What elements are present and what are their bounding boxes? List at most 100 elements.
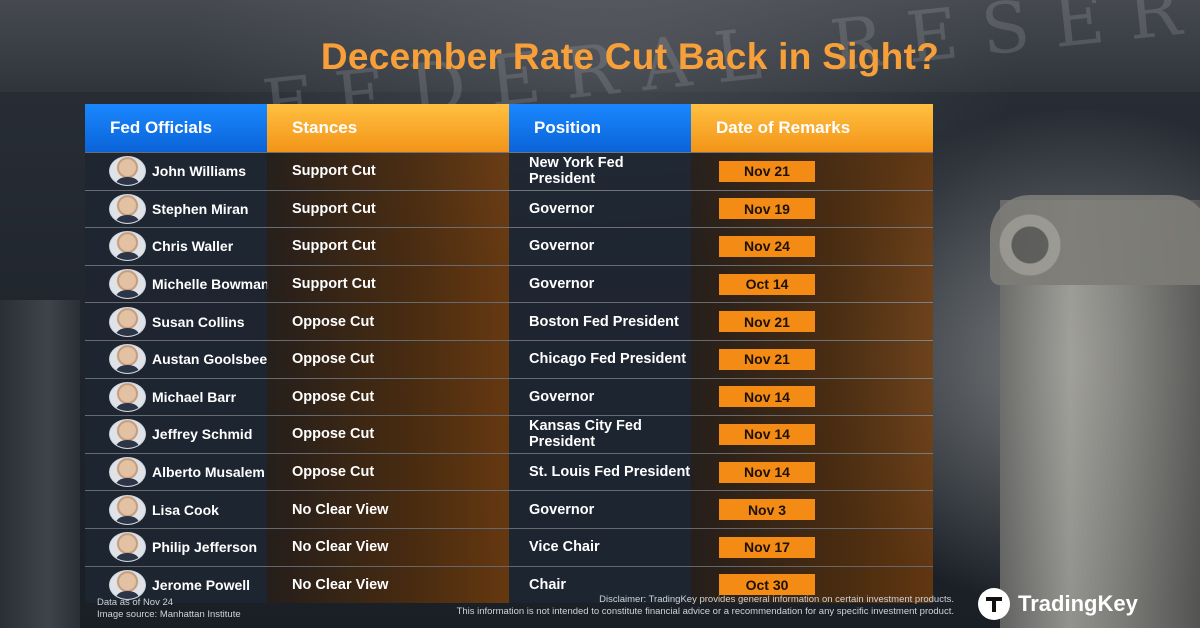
date-cell: Nov 14 [691, 416, 933, 453]
date-cell: Nov 21 [691, 340, 933, 378]
date-badge: Nov 14 [719, 386, 815, 408]
avatar [109, 306, 146, 337]
position-cell: Kansas City Fed President [509, 416, 691, 453]
official-name: Michelle Bowman [152, 276, 270, 293]
stance-cell: Support Cut [267, 153, 509, 190]
table-row: Michael Barr Oppose Cut Governor Nov 14 [85, 377, 933, 416]
stance-cell: Oppose Cut [267, 303, 509, 340]
date-cell: Nov 14 [691, 453, 933, 491]
official-cell: Jerome Powell [85, 566, 267, 604]
position-cell: Vice Chair [509, 528, 691, 566]
position-cell: New York Fed President [509, 153, 691, 190]
avatar [109, 269, 146, 300]
position-cell: Governor [509, 228, 691, 265]
official-cell: Michelle Bowman [85, 265, 270, 303]
position-cell: St. Louis Fed President [509, 453, 691, 491]
official-name: Susan Collins [152, 313, 245, 330]
official-cell: Philip Jefferson [85, 528, 267, 566]
official-name: Jerome Powell [152, 576, 251, 593]
date-cell: Nov 21 [691, 303, 933, 340]
position-cell: Chair [509, 566, 691, 604]
date-badge: Oct 14 [719, 273, 815, 295]
table-row: Chris Waller Support Cut Governor Nov 24 [85, 227, 933, 265]
page-title: December Rate Cut Back in Sight? [320, 36, 940, 77]
official-name: Michael Barr [152, 388, 237, 405]
official-cell: Susan Collins [85, 303, 267, 340]
table-row: Jerome Powell No Clear View Chair Oct 30 [85, 565, 933, 604]
date-cell: Oct 30 [691, 566, 933, 604]
official-name: Jeffrey Schmid [152, 426, 253, 443]
date-badge: Nov 14 [719, 461, 815, 483]
date-badge: Nov 19 [719, 198, 815, 220]
official-cell: Lisa Cook [85, 491, 267, 528]
background-frieze [0, 0, 1200, 92]
official-name: John Williams [152, 163, 247, 180]
avatar [109, 419, 146, 450]
position-cell: Governor [509, 378, 691, 416]
official-cell: Alberto Musalem [85, 453, 267, 491]
table-row: Jeffrey Schmid Oppose Cut Kansas City Fed … [85, 415, 933, 453]
table-header: Fed Officials Stances Position Date of R… [85, 104, 933, 152]
table-row: John Williams Support Cut New York Fed Pre… [85, 152, 933, 190]
header-fed-officials: Fed Officials [85, 104, 267, 152]
official-cell: Stephen Miran [85, 190, 267, 228]
table-row: Lisa Cook No Clear View Governor Nov 3 [85, 490, 933, 528]
avatar [109, 231, 146, 262]
table-row: Austan Goolsbee Oppose Cut Chicago Fed Pre… [85, 339, 933, 378]
official-name: Lisa Cook [152, 501, 219, 518]
data-date-note: Data as of Nov 24 [97, 597, 174, 608]
position-cell: Chicago Fed President [509, 340, 691, 378]
tradingkey-logo-icon [978, 588, 1010, 620]
date-badge: Nov 3 [719, 499, 815, 521]
officials-table: Fed Officials Stances Position Date of R… [85, 104, 933, 604]
disclaimer: Disclaimer: TradingKey provides general … [457, 594, 954, 618]
date-cell: Nov 19 [691, 190, 933, 228]
stance-cell: No Clear View [267, 491, 509, 528]
official-cell: Austan Goolsbee [85, 340, 268, 378]
date-badge: Nov 14 [719, 423, 815, 445]
tradingkey-logo: TradingKey [978, 588, 1138, 620]
stance-cell: Oppose Cut [267, 378, 509, 416]
avatar [109, 193, 146, 224]
date-badge: Nov 17 [719, 536, 815, 558]
stance-cell: Oppose Cut [267, 416, 509, 453]
date-badge: Nov 21 [719, 160, 815, 182]
avatar [109, 494, 146, 525]
avatar [109, 569, 146, 600]
image-source-note: Image source: Manhattan Institute [97, 609, 241, 620]
official-name: Alberto Musalem [152, 464, 265, 481]
position-cell: Governor [509, 190, 691, 228]
date-cell: Nov 3 [691, 491, 933, 528]
avatar [109, 532, 146, 563]
header-stances: Stances [267, 104, 509, 152]
official-cell: Michael Barr [85, 378, 267, 416]
avatar [109, 381, 146, 412]
avatar [109, 457, 146, 488]
table-row: Stephen Miran Support Cut Governor Nov 19 [85, 189, 933, 228]
official-cell: John Williams [85, 153, 267, 190]
table-row: Philip Jefferson No Clear View Vice Chair N… [85, 527, 933, 566]
disclaimer-line-1: Disclaimer: TradingKey provides general … [599, 594, 954, 605]
logo-text: TradingKey [1018, 591, 1138, 616]
date-cell: Nov 14 [691, 378, 933, 416]
avatar [109, 344, 146, 375]
position-cell: Governor [509, 265, 691, 303]
table-row: Alberto Musalem Oppose Cut St. Louis Fed P… [85, 452, 933, 491]
official-cell: Chris Waller [85, 228, 267, 265]
date-cell: Nov 21 [691, 153, 933, 190]
stance-cell: Support Cut [267, 228, 509, 265]
date-cell: Nov 24 [691, 228, 933, 265]
stance-cell: Oppose Cut [267, 340, 509, 378]
disclaimer-line-2: This information is not intended to cons… [456, 606, 954, 617]
header-position: Position [509, 104, 691, 152]
date-cell: Nov 17 [691, 528, 933, 566]
official-name: Austan Goolsbee [152, 351, 268, 368]
header-date-of-remarks: Date of Remarks [691, 104, 933, 152]
stance-cell: Support Cut [267, 190, 509, 228]
official-name: Philip Jefferson [152, 539, 258, 556]
date-badge: Nov 24 [719, 235, 815, 257]
stance-cell: No Clear View [267, 528, 509, 566]
table-row: Michelle Bowman Support Cut Governor Oct 14 [85, 264, 933, 303]
date-badge: Nov 21 [719, 311, 815, 333]
table-row: Susan Collins Oppose Cut Boston Fed Presid… [85, 302, 933, 340]
